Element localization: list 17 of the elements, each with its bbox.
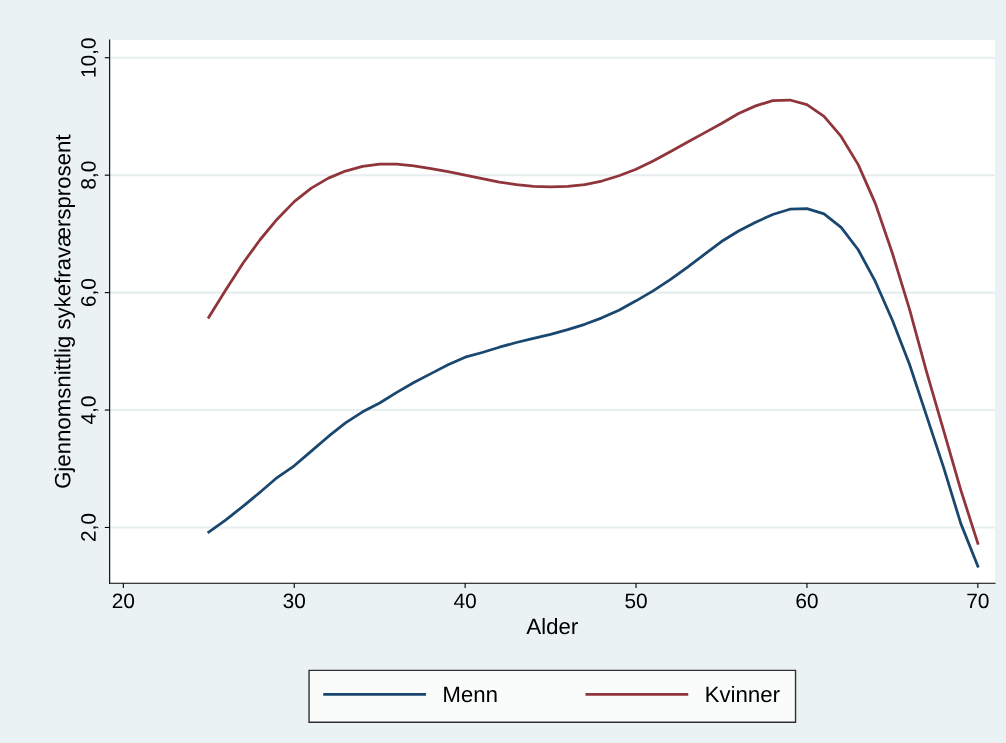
y-tick-label: 2,0 [81, 513, 99, 541]
x-tick-label: 20 [112, 593, 135, 609]
x-tick-label: 40 [454, 593, 476, 609]
x-axis-title: Alder [526, 617, 578, 635]
legend-label: Menn [444, 686, 497, 703]
y-tick-label: 4,0 [81, 396, 99, 425]
line-series [207, 98, 980, 545]
y-tick-label: 6,0 [81, 278, 99, 307]
x-tick-label: 70 [967, 593, 989, 609]
y-tick-label: 8,0 [81, 161, 99, 189]
line-series [207, 207, 980, 568]
legend-label: Kvinner [706, 685, 780, 703]
x-tick-label: 50 [625, 593, 647, 609]
x-tick-label: 30 [283, 593, 305, 609]
y-axis-title: Gjennomsnittlig sykefraværsprosent [54, 134, 75, 488]
y-tick-label: 10,0 [81, 38, 99, 77]
x-tick-label: 60 [796, 593, 818, 609]
